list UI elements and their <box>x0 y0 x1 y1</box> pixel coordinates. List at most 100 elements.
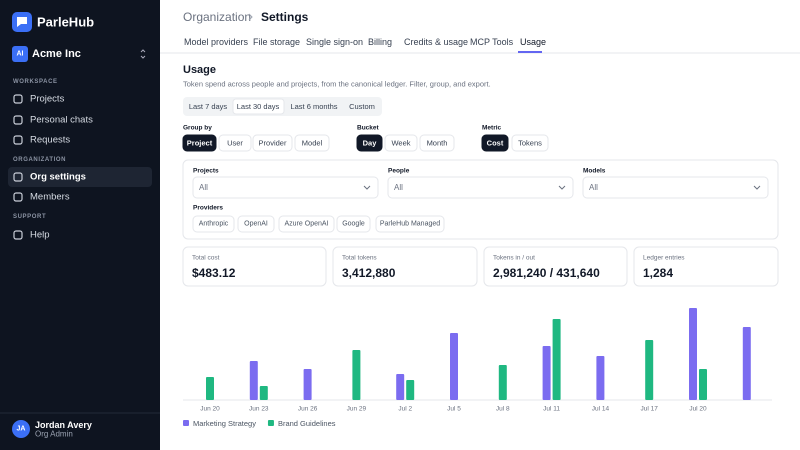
select[interactable] <box>387 176 574 199</box>
stat-card <box>332 246 478 287</box>
chip-label: ParleHub Managed <box>380 221 440 228</box>
label: Providers <box>193 205 223 212</box>
tab[interactable]: Credits & usage <box>404 37 468 47</box>
bar <box>742 327 751 400</box>
bar <box>259 386 268 400</box>
select[interactable] <box>192 176 379 199</box>
toggle-label: Project <box>187 139 213 148</box>
avatar-initials: JA <box>17 426 26 433</box>
bar <box>498 365 507 400</box>
x-tick-label: Jul 8 <box>496 406 510 413</box>
stat-card <box>483 246 628 287</box>
x-tick-label: Jul 2 <box>398 406 412 413</box>
select[interactable] <box>582 176 769 199</box>
toggle[interactable] <box>182 134 217 152</box>
stat-label: Total cost <box>192 255 220 262</box>
tab[interactable]: Usage <box>520 37 546 47</box>
select-chevron <box>363 185 371 190</box>
section-title: Usage <box>183 64 216 76</box>
select-value: All <box>199 183 208 192</box>
nav-item[interactable]: Requests <box>30 135 70 146</box>
chip[interactable] <box>336 215 371 233</box>
toggle-label: Day <box>363 139 378 148</box>
tab[interactable]: Billing <box>368 37 392 47</box>
nav-section: ORGANIZATION <box>13 157 66 163</box>
x-tick-label: Jul 14 <box>592 406 610 413</box>
toggle-label: User <box>227 139 243 148</box>
toggle-label: Model <box>302 139 323 148</box>
org-switch[interactable] <box>140 49 146 59</box>
range-option[interactable]: Custom <box>349 102 375 111</box>
nav-item[interactable]: Help <box>30 230 50 241</box>
tab[interactable]: File storage <box>253 37 300 47</box>
label: Metric <box>482 125 502 132</box>
org-name[interactable]: Acme Inc <box>32 48 81 60</box>
nav-icon <box>13 192 23 202</box>
stat-label: Ledger entries <box>643 255 685 262</box>
range-option[interactable]: Last 30 days <box>237 102 280 111</box>
chip[interactable] <box>192 215 235 233</box>
breadcrumb[interactable]: Organization <box>183 10 251 24</box>
legend-swatch <box>183 420 189 426</box>
legend-label: Marketing Strategy <box>193 419 256 428</box>
section-subtitle: Token spend across people and projects, … <box>183 80 491 89</box>
bar <box>352 350 361 400</box>
chip[interactable] <box>375 215 445 233</box>
chip-label: Google <box>342 221 365 228</box>
tab[interactable]: MCP Tools <box>470 37 514 47</box>
bar <box>542 346 551 400</box>
org-badge <box>12 46 28 62</box>
breadcrumb-sep <box>248 13 253 21</box>
legend-swatch <box>267 420 274 426</box>
x-tick-label: Jun 23 <box>249 406 269 413</box>
toggle-label: Cost <box>487 139 504 148</box>
nav-item[interactable]: Personal chats <box>30 115 93 126</box>
range-option[interactable]: Last 6 months <box>290 102 337 111</box>
toggle[interactable] <box>218 134 252 152</box>
nav-item[interactable]: Org settings <box>30 172 86 183</box>
toggle[interactable] <box>252 134 293 152</box>
tab[interactable]: Model providers <box>184 37 249 47</box>
toggle-label: Tokens <box>518 139 542 148</box>
sidebar <box>0 0 160 450</box>
toggle-label: Week <box>391 139 410 148</box>
bar <box>249 361 258 400</box>
nav-item[interactable]: Projects <box>30 94 65 105</box>
legend-label: Brand Guidelines <box>278 419 336 428</box>
bar <box>303 369 312 400</box>
bar <box>596 356 605 400</box>
stat-card <box>633 246 779 287</box>
chip-label: Anthropic <box>199 221 229 228</box>
nav-item[interactable]: Members <box>30 192 70 203</box>
chip[interactable] <box>278 215 335 233</box>
breadcrumb: Settings <box>261 10 309 24</box>
org-initials: AI <box>17 51 24 58</box>
range-option[interactable]: Last 7 days <box>189 102 228 111</box>
toggle-label: Provider <box>259 139 287 148</box>
chip[interactable] <box>237 215 275 233</box>
bar <box>206 377 214 400</box>
nav-icon <box>13 115 23 125</box>
select-value: All <box>394 183 403 192</box>
nav-section: SUPPORT <box>13 214 46 220</box>
tab[interactable]: Single sign-on <box>306 37 363 47</box>
bar <box>406 380 415 400</box>
bar <box>552 319 561 400</box>
avatar[interactable] <box>12 420 30 438</box>
toggle[interactable] <box>481 134 509 152</box>
stat-value: 3,412,880 <box>342 266 396 280</box>
toggle[interactable] <box>384 134 418 152</box>
label: Group by <box>183 125 212 132</box>
toggle[interactable] <box>511 134 549 152</box>
stat-value: $483.12 <box>192 266 236 280</box>
chip-label: OpenAI <box>244 221 268 228</box>
x-tick-label: Jul 5 <box>447 406 461 413</box>
toggle[interactable] <box>294 134 330 152</box>
toggle[interactable] <box>356 134 383 152</box>
toggle[interactable] <box>419 134 455 152</box>
nav-icon <box>13 230 23 240</box>
user-role: Org Admin <box>35 430 73 439</box>
nav-icon <box>13 135 23 145</box>
select-label: Models <box>583 168 606 175</box>
